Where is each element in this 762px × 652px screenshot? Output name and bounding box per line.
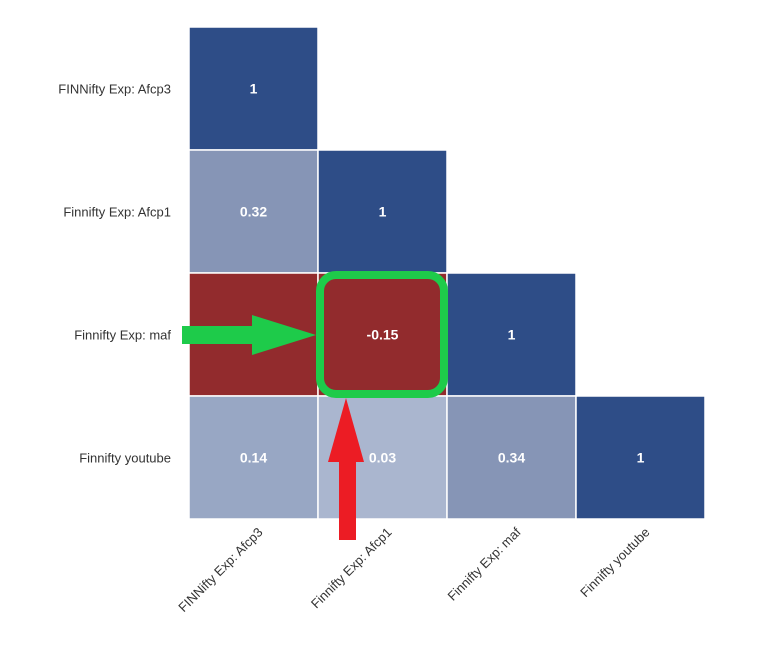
- heatmap-cell: [575, 395, 706, 520]
- green-arrow: [182, 315, 316, 355]
- heatmap-cell: [188, 395, 319, 520]
- cell-value-label: -0.15: [367, 327, 399, 343]
- cell-value-label: 0.14: [240, 450, 267, 466]
- annotation-overlay: [182, 271, 448, 540]
- cell-value-label: 1: [637, 450, 645, 466]
- cell-value-label: 1: [508, 327, 516, 343]
- row-label: Finnifty Exp: maf: [74, 328, 171, 343]
- heatmap-cell: [446, 395, 577, 520]
- cell-value-label: 0.34: [498, 450, 525, 466]
- cell-value-label: 0.32: [240, 204, 267, 220]
- column-labels: FINNifty Exp: Afcp3 Finnifty Exp: Afcp1 Fi…: [175, 524, 652, 615]
- row-labels: FINNifty Exp: Afcp3 Finnifty Exp: Afcp1 Fi…: [58, 82, 171, 466]
- highlight-box: [316, 271, 448, 398]
- cell-value-label: 1: [250, 81, 258, 97]
- heatmap-cell: [317, 149, 448, 274]
- row-label: FINNifty Exp: Afcp3: [58, 82, 171, 97]
- red-arrow: [328, 398, 364, 540]
- column-label: Finnifty youtube: [577, 525, 653, 601]
- row-label: Finnifty youtube: [79, 451, 171, 466]
- heatmap-cell: [188, 149, 319, 274]
- column-label: Finnifty Exp: maf: [445, 524, 524, 603]
- row-label: Finnifty Exp: Afcp1: [63, 205, 171, 220]
- cell-value-label: 0.03: [369, 450, 396, 466]
- cell-value-label: 1: [379, 204, 387, 220]
- column-label: FINNifty Exp: Afcp3: [175, 525, 265, 615]
- heatmap-cell: [188, 26, 319, 151]
